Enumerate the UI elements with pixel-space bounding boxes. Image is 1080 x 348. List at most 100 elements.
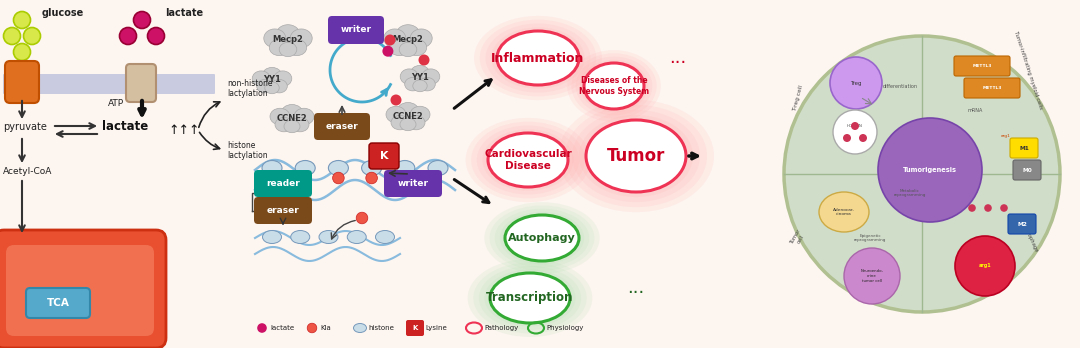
Ellipse shape [287, 39, 307, 56]
Text: Metabolic
reprogramming: Metabolic reprogramming [894, 189, 927, 197]
Text: Kla: Kla [320, 325, 330, 331]
Ellipse shape [576, 57, 652, 116]
Ellipse shape [571, 53, 657, 119]
FancyBboxPatch shape [1010, 138, 1038, 158]
FancyBboxPatch shape [1008, 214, 1036, 234]
Circle shape [24, 27, 41, 45]
Circle shape [13, 44, 30, 61]
Ellipse shape [271, 79, 287, 93]
Text: mRNA: mRNA [968, 108, 983, 112]
Ellipse shape [291, 117, 309, 132]
Ellipse shape [586, 120, 686, 192]
Text: eraser: eraser [267, 206, 299, 215]
FancyBboxPatch shape [254, 197, 312, 224]
FancyBboxPatch shape [5, 61, 39, 103]
Ellipse shape [397, 103, 419, 120]
Text: Physiology: Physiology [546, 325, 583, 331]
Circle shape [257, 323, 267, 333]
Text: Tumor: Tumor [607, 147, 665, 165]
Ellipse shape [489, 205, 594, 271]
Text: M0: M0 [1022, 167, 1031, 173]
Text: METTL3: METTL3 [972, 64, 991, 68]
Text: T-reg cell: T-reg cell [792, 84, 804, 112]
Text: Cardiovascular
Disease: Cardiovascular Disease [484, 149, 572, 171]
Ellipse shape [262, 68, 282, 84]
Text: Neuroendo-
crine
tumor cell: Neuroendo- crine tumor cell [861, 269, 883, 283]
Circle shape [955, 236, 1015, 296]
Ellipse shape [580, 60, 648, 112]
Ellipse shape [274, 71, 292, 86]
Ellipse shape [413, 80, 428, 92]
Text: Transcription: Transcription [486, 292, 573, 304]
Circle shape [833, 110, 877, 154]
Circle shape [382, 46, 393, 57]
FancyBboxPatch shape [384, 170, 442, 197]
Text: non-histone
lactylation: non-histone lactylation [227, 79, 272, 98]
Ellipse shape [490, 273, 570, 323]
Ellipse shape [419, 78, 435, 91]
Text: Tumor-infiltrating myeloid cells: Tumor-infiltrating myeloid cells [1013, 30, 1043, 110]
Text: Mecp2: Mecp2 [272, 35, 303, 45]
Text: Inflammation: Inflammation [491, 52, 584, 64]
Circle shape [984, 204, 991, 212]
Text: Adenocar-
cinoma: Adenocar- cinoma [833, 208, 855, 216]
Ellipse shape [376, 230, 394, 244]
Ellipse shape [484, 202, 599, 274]
Ellipse shape [488, 133, 568, 187]
Ellipse shape [405, 78, 421, 91]
Ellipse shape [291, 29, 312, 48]
Ellipse shape [294, 108, 314, 125]
Text: writer: writer [397, 179, 429, 188]
Ellipse shape [584, 63, 644, 109]
Ellipse shape [407, 116, 426, 130]
Ellipse shape [483, 129, 573, 191]
FancyBboxPatch shape [1013, 160, 1041, 180]
Text: CCNE2: CCNE2 [276, 113, 308, 122]
Ellipse shape [819, 192, 869, 232]
Ellipse shape [291, 230, 310, 244]
Ellipse shape [500, 212, 584, 264]
Text: Pathology: Pathology [484, 325, 518, 331]
Text: histone: histone [368, 325, 394, 331]
Ellipse shape [389, 39, 409, 56]
FancyBboxPatch shape [954, 56, 1010, 76]
Circle shape [831, 57, 882, 109]
Ellipse shape [395, 160, 415, 175]
FancyBboxPatch shape [369, 143, 399, 169]
Ellipse shape [275, 25, 300, 45]
Ellipse shape [270, 108, 291, 125]
Ellipse shape [275, 117, 293, 132]
Ellipse shape [396, 25, 420, 45]
Circle shape [843, 134, 851, 142]
Ellipse shape [284, 120, 300, 133]
Ellipse shape [471, 122, 584, 198]
Circle shape [419, 55, 430, 65]
Text: METTL3: METTL3 [983, 86, 1001, 90]
Circle shape [366, 172, 377, 184]
FancyBboxPatch shape [254, 170, 312, 197]
Ellipse shape [491, 27, 584, 89]
Text: arg1: arg1 [1001, 134, 1011, 138]
Circle shape [1000, 204, 1008, 212]
Text: Diseases of the
Nervous System: Diseases of the Nervous System [579, 76, 649, 96]
FancyBboxPatch shape [0, 230, 166, 348]
Circle shape [148, 27, 164, 45]
Text: YY1: YY1 [411, 73, 429, 82]
FancyBboxPatch shape [126, 64, 156, 102]
FancyBboxPatch shape [328, 16, 384, 44]
Ellipse shape [473, 262, 586, 333]
FancyBboxPatch shape [964, 78, 1020, 98]
Circle shape [968, 204, 976, 212]
Text: arg1: arg1 [978, 263, 991, 269]
Text: pyruvate: pyruvate [3, 122, 46, 132]
Ellipse shape [319, 230, 338, 244]
Ellipse shape [422, 69, 440, 84]
Circle shape [843, 248, 900, 304]
Text: Tumor
cell: Tumor cell [789, 228, 807, 248]
Circle shape [13, 11, 30, 29]
Circle shape [299, 172, 311, 184]
Text: CCNE2: CCNE2 [393, 111, 423, 120]
Ellipse shape [495, 208, 590, 268]
Ellipse shape [391, 116, 409, 130]
Ellipse shape [486, 23, 591, 93]
